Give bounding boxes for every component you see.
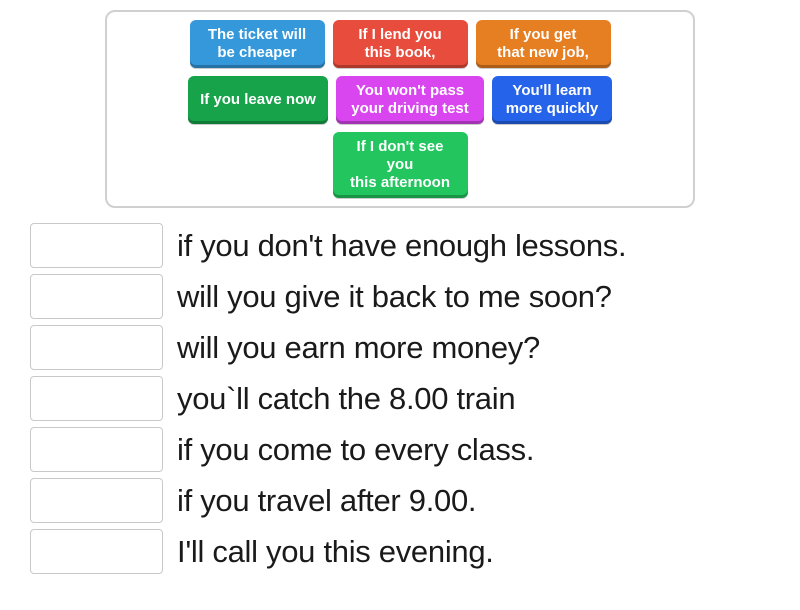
sentence-row: if you don't have enough lessons.: [30, 223, 770, 268]
sentence-row: you`ll catch the 8.00 train: [30, 376, 770, 421]
drop-slot-2[interactable]: [30, 274, 163, 319]
sentence-text: you`ll catch the 8.00 train: [177, 381, 515, 417]
tile-pass-test[interactable]: You won't pass your driving test: [336, 76, 484, 124]
sentence-text: if you don't have enough lessons.: [177, 228, 626, 264]
tile-dont-see-you[interactable]: If I don't see you this afternoon: [333, 132, 468, 198]
drop-slot-7[interactable]: [30, 529, 163, 574]
sentence-text: I'll call you this evening.: [177, 534, 494, 570]
sentence-row: if you come to every class.: [30, 427, 770, 472]
sentence-row: I'll call you this evening.: [30, 529, 770, 574]
drop-slot-3[interactable]: [30, 325, 163, 370]
sentence-row: will you give it back to me soon?: [30, 274, 770, 319]
sentence-text: will you earn more money?: [177, 330, 540, 366]
tile-tray: The ticket will be cheaper If I lend you…: [105, 10, 695, 208]
tile-ticket-cheaper[interactable]: The ticket will be cheaper: [190, 20, 325, 68]
tile-leave-now[interactable]: If you leave now: [188, 76, 328, 124]
sentence-text: if you come to every class.: [177, 432, 534, 468]
sentence-row: will you earn more money?: [30, 325, 770, 370]
tile-learn-quickly[interactable]: You'll learn more quickly: [492, 76, 612, 124]
drop-slot-1[interactable]: [30, 223, 163, 268]
drop-slot-5[interactable]: [30, 427, 163, 472]
sentence-list: if you don't have enough lessons. will y…: [30, 223, 770, 574]
tile-get-job[interactable]: If you get that new job,: [476, 20, 611, 68]
drop-slot-6[interactable]: [30, 478, 163, 523]
sentence-text: will you give it back to me soon?: [177, 279, 612, 315]
tile-lend-book[interactable]: If I lend you this book,: [333, 20, 468, 68]
sentence-text: if you travel after 9.00.: [177, 483, 476, 519]
drop-slot-4[interactable]: [30, 376, 163, 421]
sentence-row: if you travel after 9.00.: [30, 478, 770, 523]
